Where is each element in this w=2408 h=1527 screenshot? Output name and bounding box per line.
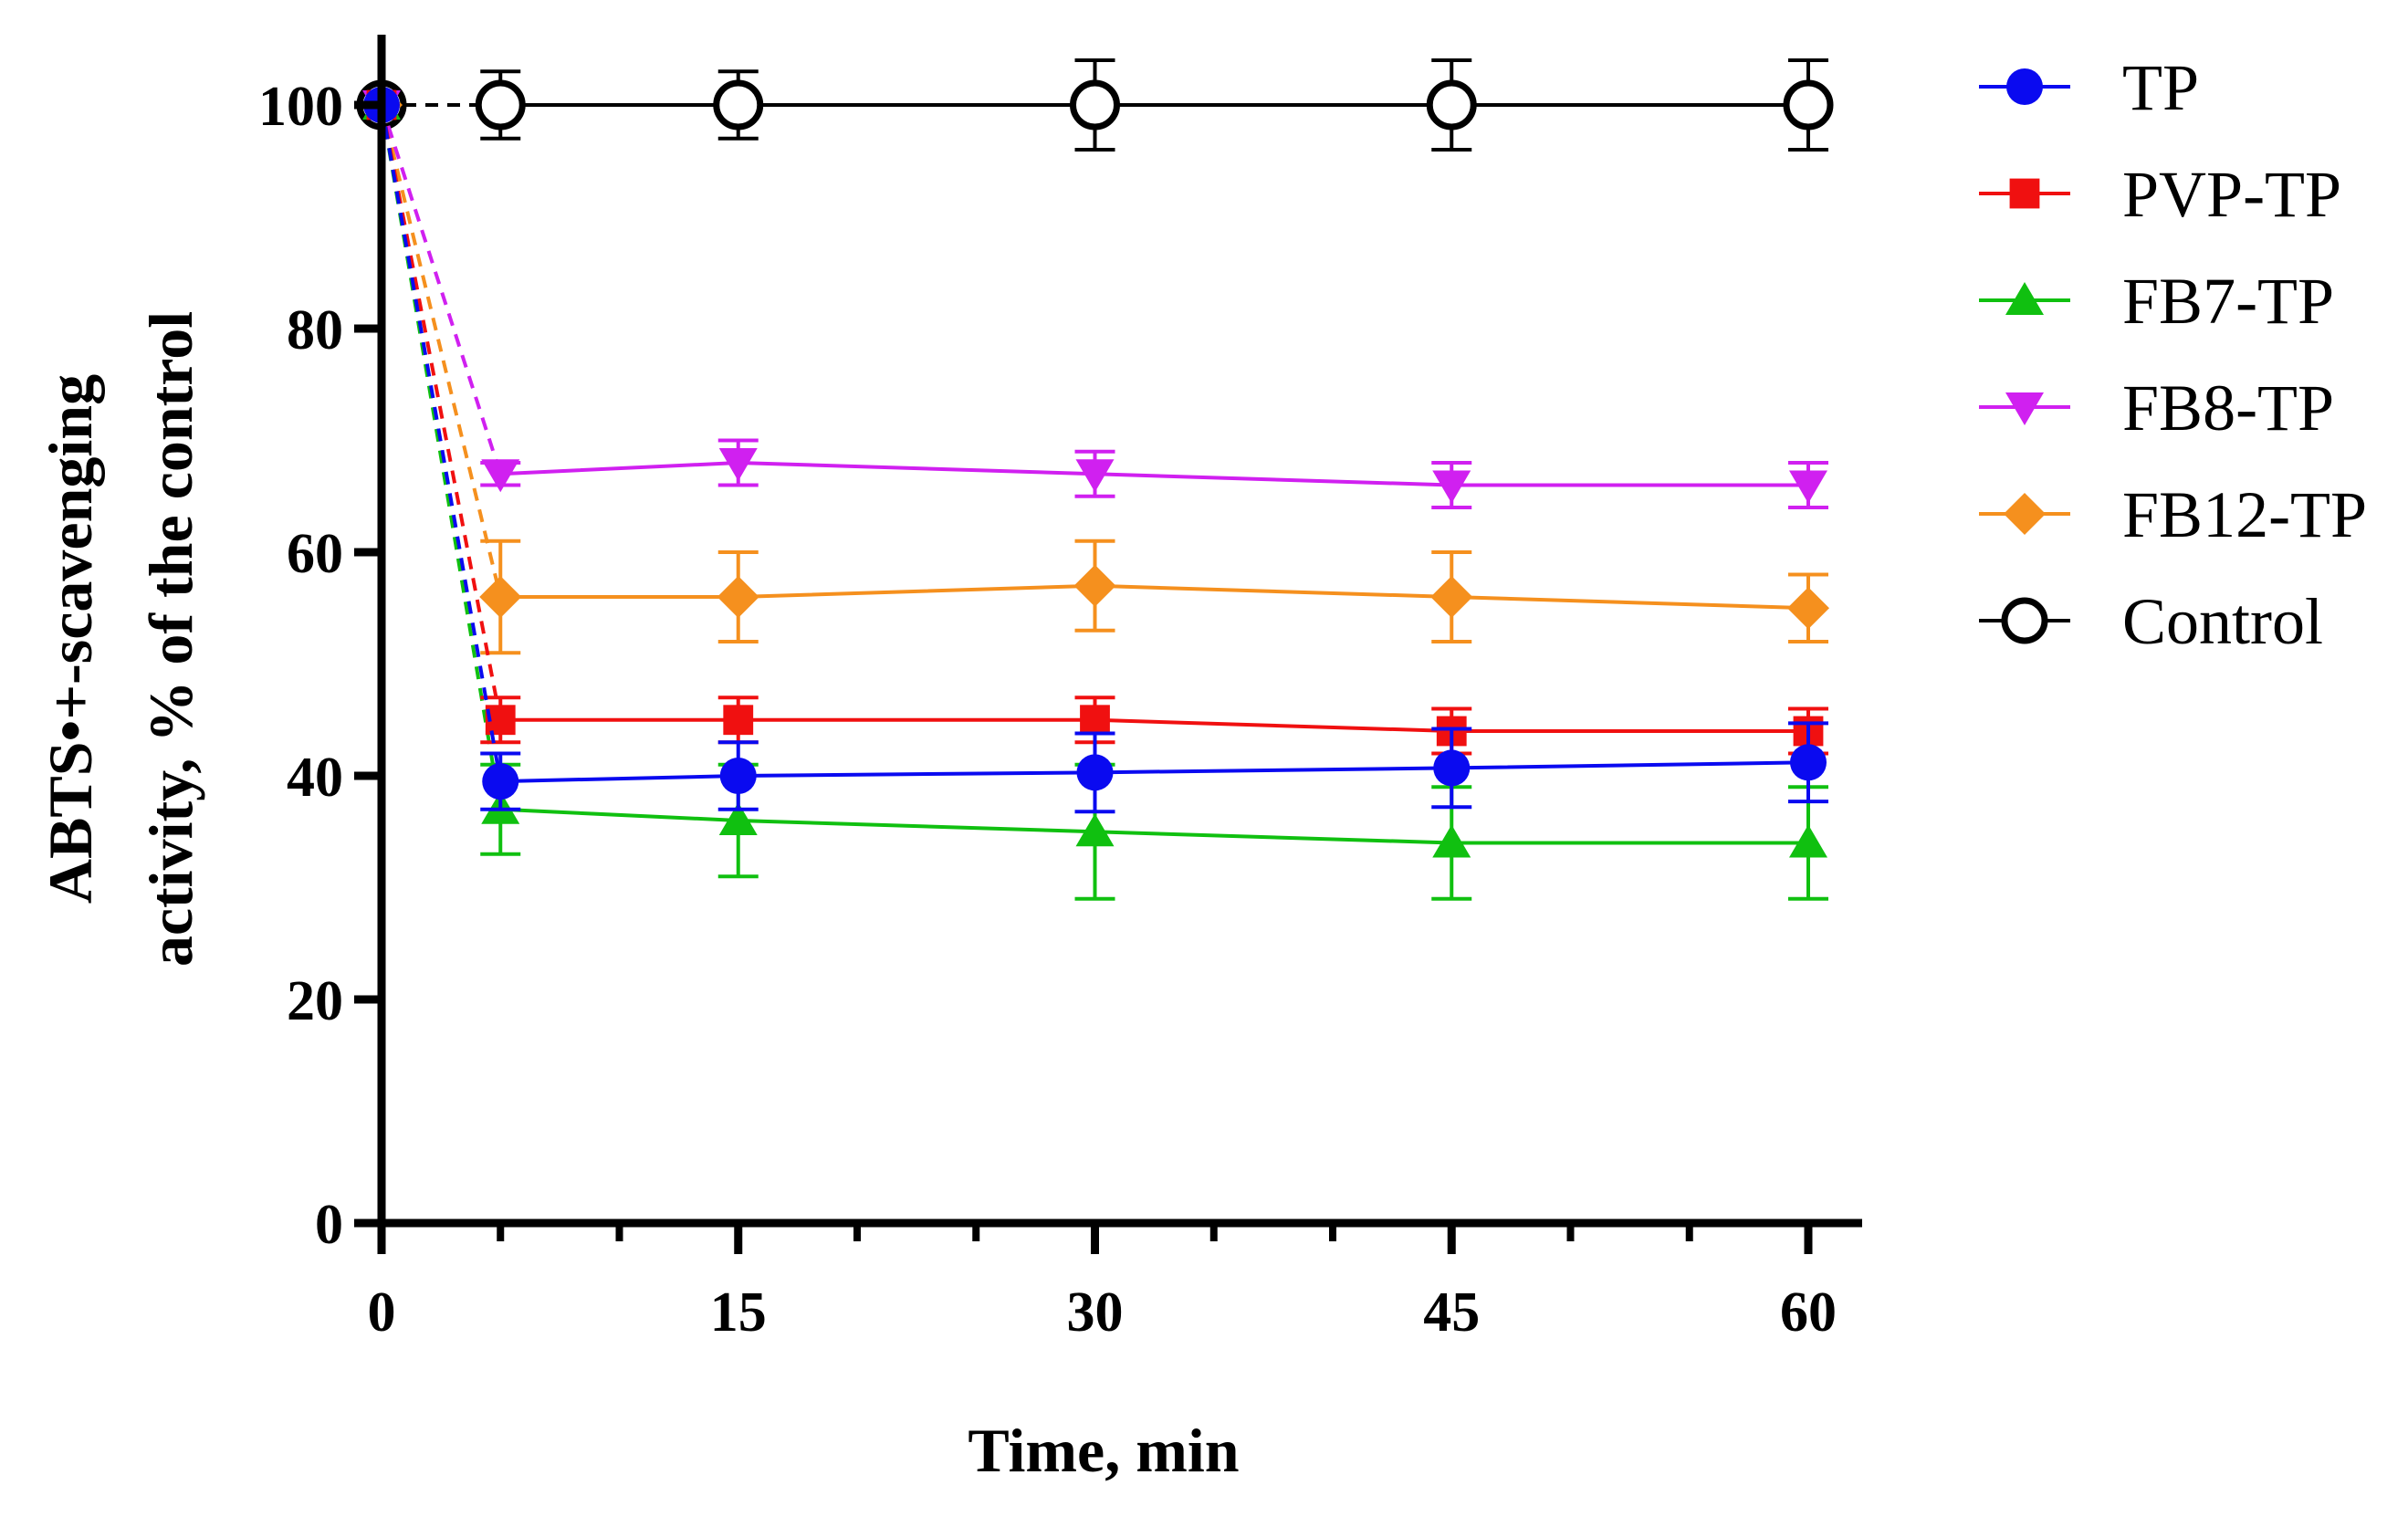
data-point: [481, 459, 520, 493]
legend-label: FB8-TP: [2122, 371, 2334, 445]
series-line: [500, 807, 1808, 845]
legend-item-tp: TP: [1979, 51, 2199, 124]
y-tick-label: 80: [287, 299, 343, 361]
legend-label: FB12-TP: [2122, 478, 2367, 551]
series-line: [500, 760, 1809, 784]
data-point: [717, 576, 759, 618]
data-point: [482, 763, 519, 800]
series-line: [500, 583, 1809, 611]
series-dashed-segment: [380, 104, 503, 721]
legend-label: PVP-TP: [2122, 158, 2341, 231]
legend-label: TP: [2122, 51, 2199, 124]
y-axis-title-line-2: activity, % of the control: [136, 311, 205, 967]
plot-series: [356, 58, 1834, 901]
y-tick-label: 20: [287, 970, 343, 1032]
data-point: [719, 758, 757, 794]
data-point: [1790, 744, 1827, 781]
series-line: [500, 717, 1808, 733]
legend-marker: [2009, 178, 2040, 209]
data-point: [1426, 79, 1477, 131]
series-fb12-tp: [361, 84, 1829, 655]
legend-item-control: Control: [1979, 585, 2323, 658]
series-dashed-segment: [380, 104, 503, 811]
legend-marker: [2006, 68, 2043, 105]
data-point: [1073, 564, 1116, 607]
series-fb8-tp: [362, 90, 1828, 509]
data-point: [713, 79, 764, 131]
data-point: [479, 576, 522, 618]
legend-item-fb8-tp: FB8-TP: [1979, 371, 2334, 445]
legend-item-pvp-tp: PVP-TP: [1979, 158, 2341, 231]
y-axis-title-line-1: ABTS•+-scavenging: [36, 374, 105, 904]
data-point: [1075, 813, 1115, 847]
data-point: [1080, 705, 1110, 736]
x-tick-label: 0: [368, 1281, 396, 1344]
x-axis-title: Time, min: [968, 1416, 1239, 1485]
data-point: [1432, 470, 1471, 504]
data-point: [1075, 459, 1115, 493]
data-point: [1783, 79, 1834, 131]
y-tick-label: 0: [315, 1194, 343, 1256]
legend-label: Control: [2122, 585, 2323, 658]
data-point: [1430, 576, 1473, 618]
legend-label: FB7-TP: [2122, 265, 2334, 338]
tick-labels: 0 20 40 60 80 100 0 15 30 45 60: [258, 76, 1837, 1344]
axes: [354, 35, 1862, 1254]
data-point: [1076, 754, 1114, 791]
series-pvp-tp: [366, 89, 1828, 756]
data-point: [718, 448, 758, 481]
series-line: [500, 460, 1808, 487]
data-point: [1433, 749, 1471, 787]
legend: TP PVP-TP FB7-TP FB8-TP FB12-TP Control: [1979, 51, 2367, 658]
x-tick-label: 60: [1780, 1281, 1837, 1344]
series-dashed-segment: [380, 104, 503, 598]
data-point: [475, 79, 526, 131]
data-point: [1432, 824, 1471, 858]
x-tick-label: 30: [1067, 1281, 1124, 1344]
series-dashed-segment: [380, 104, 503, 782]
legend-marker: [2005, 282, 2044, 315]
y-tick-label: 60: [287, 523, 343, 585]
legend-item-fb7-tp: FB7-TP: [1979, 265, 2334, 338]
data-point: [1787, 587, 1829, 630]
data-point: [723, 705, 754, 736]
legend-marker: [2001, 597, 2048, 644]
x-tick-label: 15: [710, 1281, 767, 1344]
data-point: [1789, 470, 1827, 504]
y-tick-label: 100: [258, 76, 343, 138]
data-point: [1789, 824, 1827, 858]
legend-marker: [2005, 392, 2044, 425]
series-control: [356, 58, 1834, 152]
legend-item-fb12-tp: FB12-TP: [1979, 478, 2367, 551]
data-point: [1070, 79, 1120, 131]
data-point: [718, 802, 758, 835]
legend-marker: [2004, 493, 2046, 535]
y-tick-label: 40: [287, 747, 343, 809]
x-tick-label: 45: [1423, 1281, 1480, 1344]
